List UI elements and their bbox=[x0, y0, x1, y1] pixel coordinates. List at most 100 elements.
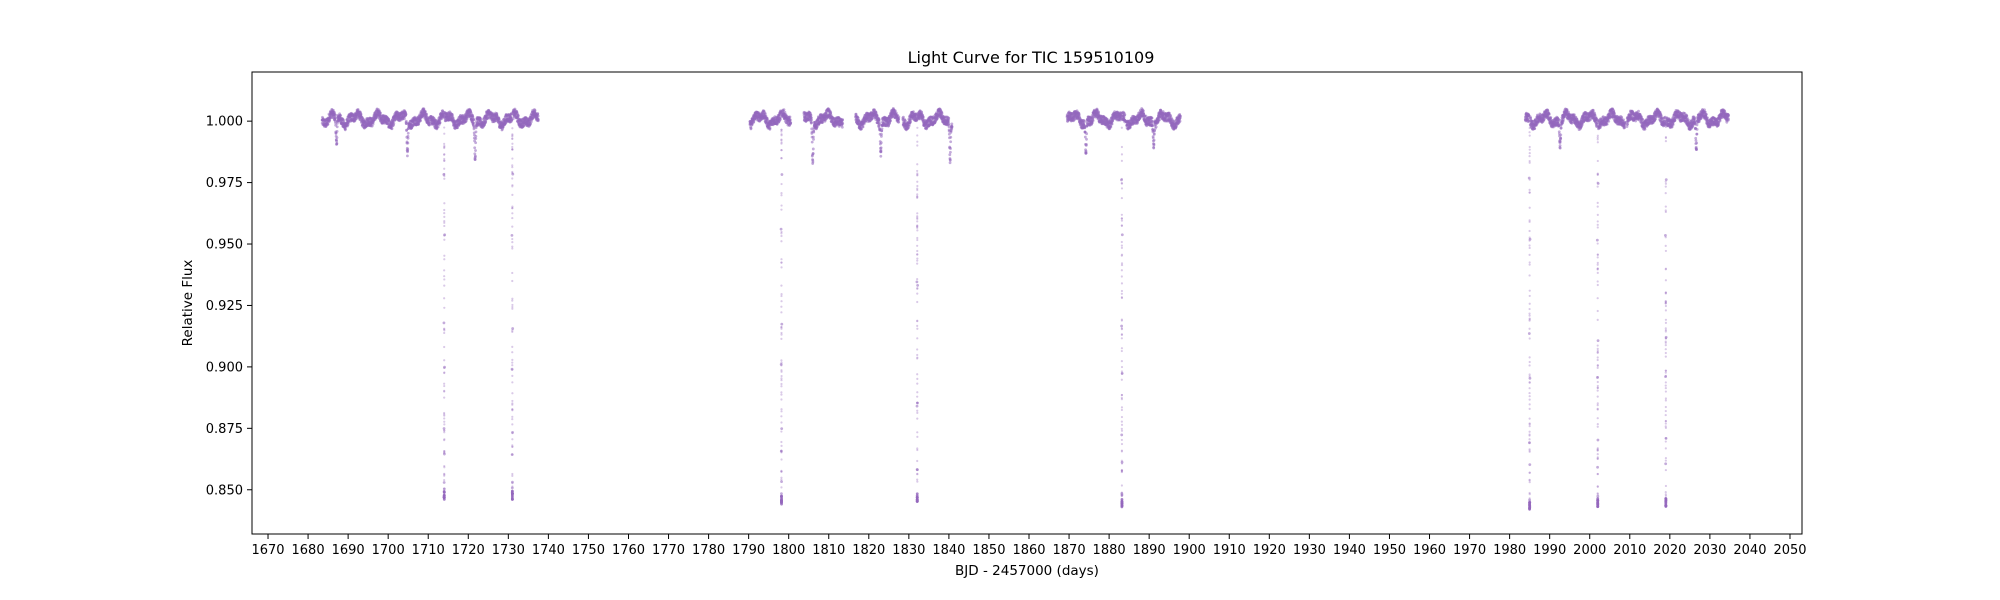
data-point bbox=[841, 118, 844, 122]
data-point bbox=[443, 365, 446, 369]
data-point bbox=[812, 130, 816, 134]
data-point bbox=[1120, 324, 1123, 328]
data-point bbox=[504, 121, 508, 125]
data-point bbox=[1533, 127, 1537, 130]
data-point bbox=[950, 125, 954, 129]
data-point bbox=[339, 114, 343, 117]
data-point bbox=[1152, 138, 1156, 142]
data-point bbox=[510, 486, 514, 490]
data-point bbox=[387, 117, 391, 121]
data-point bbox=[1109, 125, 1113, 129]
data-point bbox=[763, 112, 767, 116]
data-point bbox=[1120, 433, 1124, 437]
data-point bbox=[375, 116, 378, 120]
data-point bbox=[921, 115, 925, 119]
data-point bbox=[1123, 113, 1127, 117]
data-point bbox=[1083, 120, 1086, 124]
data-point bbox=[1527, 332, 1531, 335]
data-point bbox=[1559, 126, 1563, 130]
data-point bbox=[897, 115, 901, 119]
data-point bbox=[950, 122, 954, 126]
data-point bbox=[788, 118, 792, 122]
data-point bbox=[536, 112, 540, 116]
data-point bbox=[1558, 140, 1562, 143]
data-point bbox=[879, 150, 883, 154]
data-point bbox=[328, 118, 332, 122]
data-point bbox=[392, 122, 396, 125]
data-point bbox=[880, 127, 884, 131]
data-point bbox=[335, 125, 339, 129]
data-point bbox=[344, 127, 347, 131]
data-point bbox=[947, 116, 951, 120]
data-point bbox=[1526, 117, 1530, 121]
data-point bbox=[390, 127, 394, 131]
data-point bbox=[861, 125, 865, 129]
data-point bbox=[474, 149, 477, 152]
data-point bbox=[335, 142, 339, 145]
data-point bbox=[442, 321, 446, 325]
data-point bbox=[1596, 465, 1599, 469]
data-point bbox=[1151, 119, 1154, 123]
data-point bbox=[403, 117, 406, 121]
data-point bbox=[880, 132, 883, 136]
data-point bbox=[912, 110, 915, 114]
data-point bbox=[1558, 146, 1562, 150]
data-point bbox=[1605, 122, 1609, 126]
data-point bbox=[510, 453, 514, 456]
data-point bbox=[1157, 118, 1161, 122]
data-point bbox=[897, 120, 900, 124]
data-point bbox=[406, 134, 410, 138]
data-point bbox=[812, 137, 815, 141]
data-point bbox=[1110, 122, 1114, 126]
data-point bbox=[749, 126, 753, 130]
data-point bbox=[879, 154, 883, 158]
data-point bbox=[1558, 144, 1562, 148]
data-point bbox=[456, 126, 459, 130]
data-point bbox=[335, 122, 339, 125]
chart-title: Light Curve for TIC 159510109 bbox=[908, 48, 1155, 67]
data-point bbox=[780, 322, 784, 326]
data-point bbox=[779, 227, 783, 231]
data-point bbox=[1547, 112, 1551, 116]
data-point bbox=[425, 112, 428, 116]
data-point bbox=[438, 121, 442, 124]
data-point bbox=[474, 155, 477, 159]
data-point bbox=[916, 284, 920, 287]
data-point bbox=[789, 121, 793, 125]
data-point bbox=[840, 125, 844, 129]
data-point bbox=[471, 115, 475, 119]
data-point bbox=[1557, 118, 1561, 122]
data-point bbox=[810, 118, 813, 122]
data-point bbox=[949, 135, 953, 139]
data-point bbox=[511, 327, 515, 330]
data-point bbox=[510, 367, 514, 371]
data-point bbox=[473, 146, 477, 150]
data-point bbox=[811, 147, 815, 151]
data-point bbox=[903, 119, 907, 123]
data-point bbox=[909, 120, 913, 123]
data-point bbox=[949, 147, 952, 150]
data-point bbox=[1549, 116, 1553, 119]
data-point bbox=[484, 119, 488, 123]
data-point bbox=[465, 117, 469, 121]
data-point bbox=[1152, 142, 1156, 146]
data-point bbox=[419, 119, 422, 123]
data-point bbox=[472, 118, 476, 121]
data-point bbox=[1596, 339, 1600, 343]
data-point bbox=[810, 121, 813, 125]
data-point bbox=[406, 136, 410, 140]
data-point bbox=[359, 112, 363, 116]
data-point bbox=[1152, 133, 1156, 136]
data-point bbox=[516, 114, 520, 118]
data-point bbox=[841, 122, 845, 125]
data-point bbox=[1559, 136, 1563, 140]
data-point bbox=[1085, 132, 1089, 136]
data-point bbox=[424, 110, 427, 113]
data-point bbox=[1178, 119, 1182, 123]
data-point bbox=[1084, 151, 1088, 155]
data-point bbox=[949, 150, 952, 154]
data-point bbox=[879, 146, 883, 150]
data-point bbox=[334, 116, 337, 120]
data-point bbox=[1528, 463, 1532, 467]
data-point bbox=[379, 111, 382, 115]
